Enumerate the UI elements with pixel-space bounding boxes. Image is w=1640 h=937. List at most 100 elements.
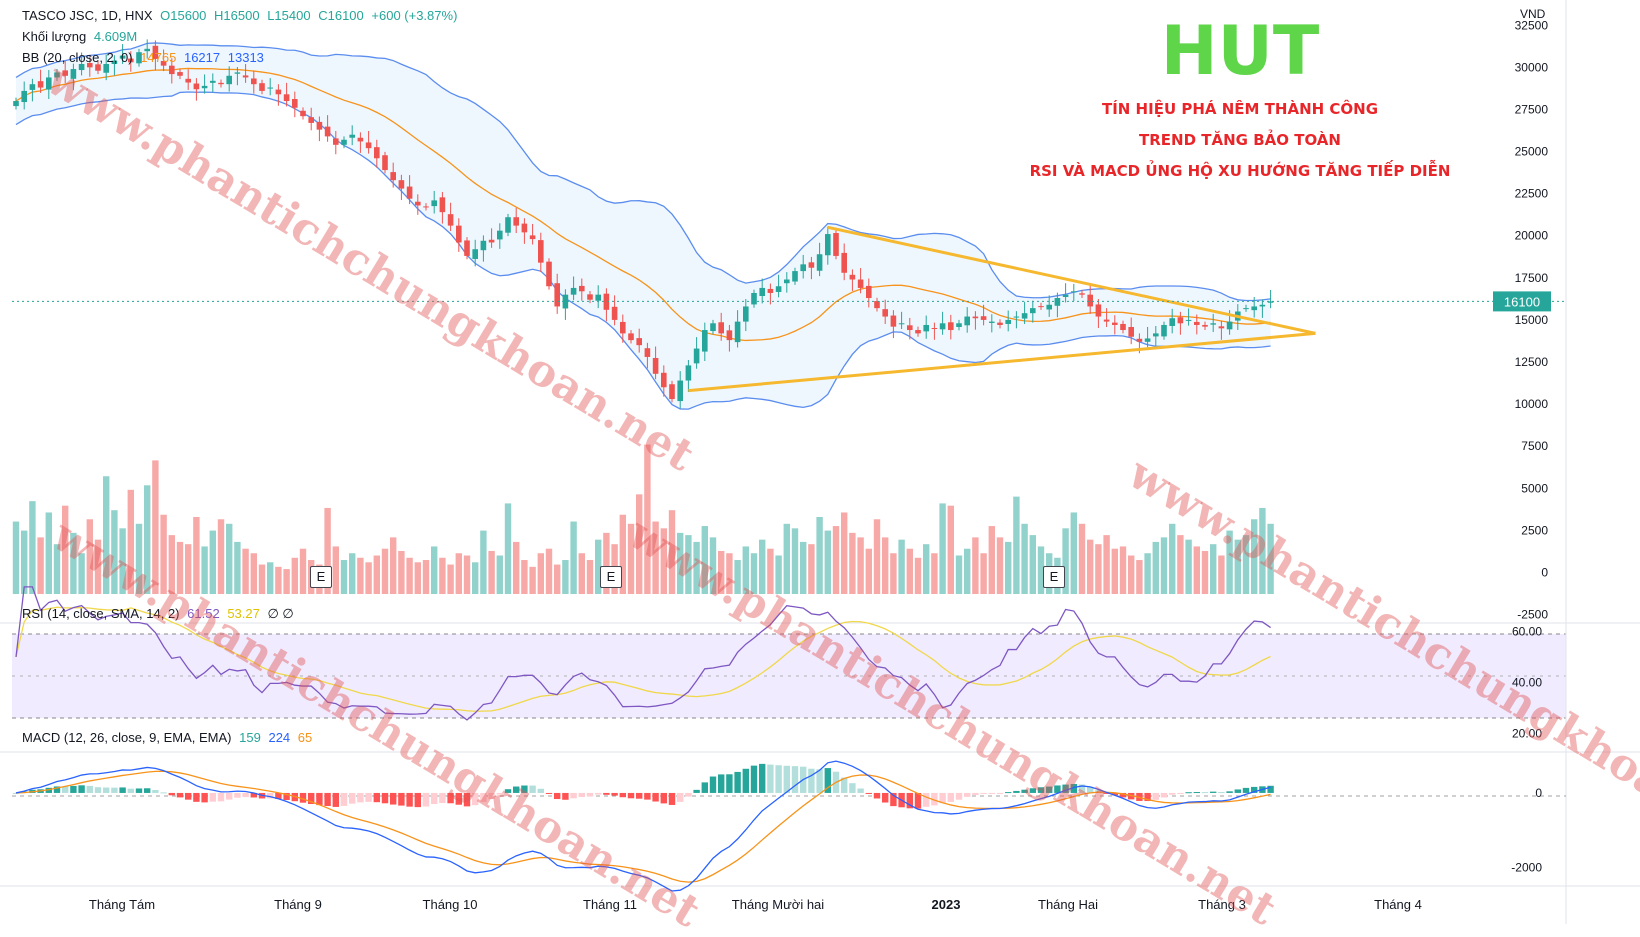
macd-histogram-bar [12,792,20,794]
candle-body [792,271,798,282]
candle-body [505,217,511,233]
candle-body [661,372,667,388]
macd-histogram-bar [1267,785,1274,793]
volume-bar [775,555,782,594]
volume-bar [340,560,348,594]
macd-histogram-bar [816,769,823,793]
candle-body [529,235,536,240]
macd-histogram-bar [1251,786,1258,793]
candle-body [201,85,208,89]
candle-body [497,230,503,240]
candle-body [300,110,306,117]
volume-bar [324,507,331,594]
candle-body [144,48,150,52]
volume-bar [800,541,807,594]
candle-body [693,348,700,364]
volume-bar [685,535,692,594]
macd-tick-label: 0 [1535,786,1542,800]
candle-body [226,75,232,85]
candle-body [1021,313,1028,319]
candle-body [259,83,265,91]
volume-bar [226,523,233,594]
volume-bar [406,557,413,594]
candle-body [283,94,290,102]
rsi-value: 61.52 [187,606,220,621]
macd-histogram-bar [939,792,946,804]
volume-bar [1210,544,1217,594]
bb-fill [16,42,1271,410]
candle-body [866,285,872,299]
candle-body [595,294,601,301]
volume-bar [808,544,815,594]
macd-histogram-bar [775,765,782,793]
volume-bar [857,537,864,594]
volume-bar [980,553,987,594]
candle-body [628,333,634,341]
volume-bar [349,553,356,594]
candle-body [324,126,331,137]
bb-legend[interactable]: BB (20, close, 2, 0) 14765 16217 13313 [22,50,268,65]
candle-body [1013,316,1020,318]
volume-value: 4.609M [93,29,138,44]
candle-body [308,117,314,123]
volume-bar [841,512,848,594]
macd-histogram-bar [217,792,225,802]
volume-bar [1218,555,1225,594]
macd-histogram-bar [554,792,561,800]
bollinger-bands [15,42,1271,410]
macd-histogram-bar [111,787,118,793]
macd-histogram-bar [636,792,643,799]
volume-bar [258,564,266,594]
candle-body [939,323,946,330]
volume-bar [914,557,922,594]
macd-histogram-bar [242,792,249,798]
macd-histogram-bar [496,792,503,795]
volume-bar [603,532,610,594]
volume-bar [422,560,430,594]
price-tick-label: 2500 [1521,523,1548,537]
candle-body [907,325,913,331]
candle-body [234,72,241,74]
macd-histogram-bar [1226,791,1233,793]
volume-bar [1160,537,1168,594]
volume-bar [947,505,954,594]
macd-histogram-bar [1013,790,1020,793]
candle-body [915,330,921,334]
symbol-legend[interactable]: TASCO JSC, 1D, HNX O15600 H16500 L15400 … [22,8,461,23]
macd-histogram-bar [841,777,848,793]
macd-histogram-bar [865,792,872,794]
macd-histogram-bar [677,792,684,802]
volume-bar [152,460,159,594]
volume-legend[interactable]: Khối lượng 4.609M [22,29,141,44]
rsi-legend[interactable]: RSI (14, close, SMA, 14, 2) 61.52 53.27 … [22,606,298,622]
macd-hist-value: 159 [239,730,261,745]
macd-label: MACD (12, 26, close, 9, EMA, EMA) [22,730,232,745]
macd-legend[interactable]: MACD (12, 26, close, 9, EMA, EMA) 159 22… [22,730,316,745]
macd-histogram-bar [513,786,520,793]
candle-body [398,180,405,189]
macd-histogram-bar [1169,792,1176,795]
macd-histogram-bar [193,792,200,802]
candle-body [1038,306,1044,308]
earnings-badge[interactable]: E [310,566,332,588]
candle-body [111,60,118,64]
volume-bar [767,548,774,594]
price-tick-label: 30000 [1515,60,1549,74]
macd-histogram-bar [447,792,454,804]
candle-body [1267,301,1274,303]
price-tick-label: 20000 [1515,229,1549,243]
macd-histogram-bar [299,792,307,803]
volume-bar [701,526,708,594]
volume-bar [1267,523,1274,594]
macd-histogram-bar [750,765,758,793]
candle-body [1185,319,1192,321]
volume-bar [1185,539,1192,594]
candle-body [1144,338,1151,342]
candle-body [579,285,585,292]
volume-bar [332,546,339,594]
macd-histogram-bar [283,792,290,800]
volume-bar [644,444,651,594]
earnings-badge[interactable]: E [600,566,622,588]
earnings-badge[interactable]: E [1043,566,1065,588]
